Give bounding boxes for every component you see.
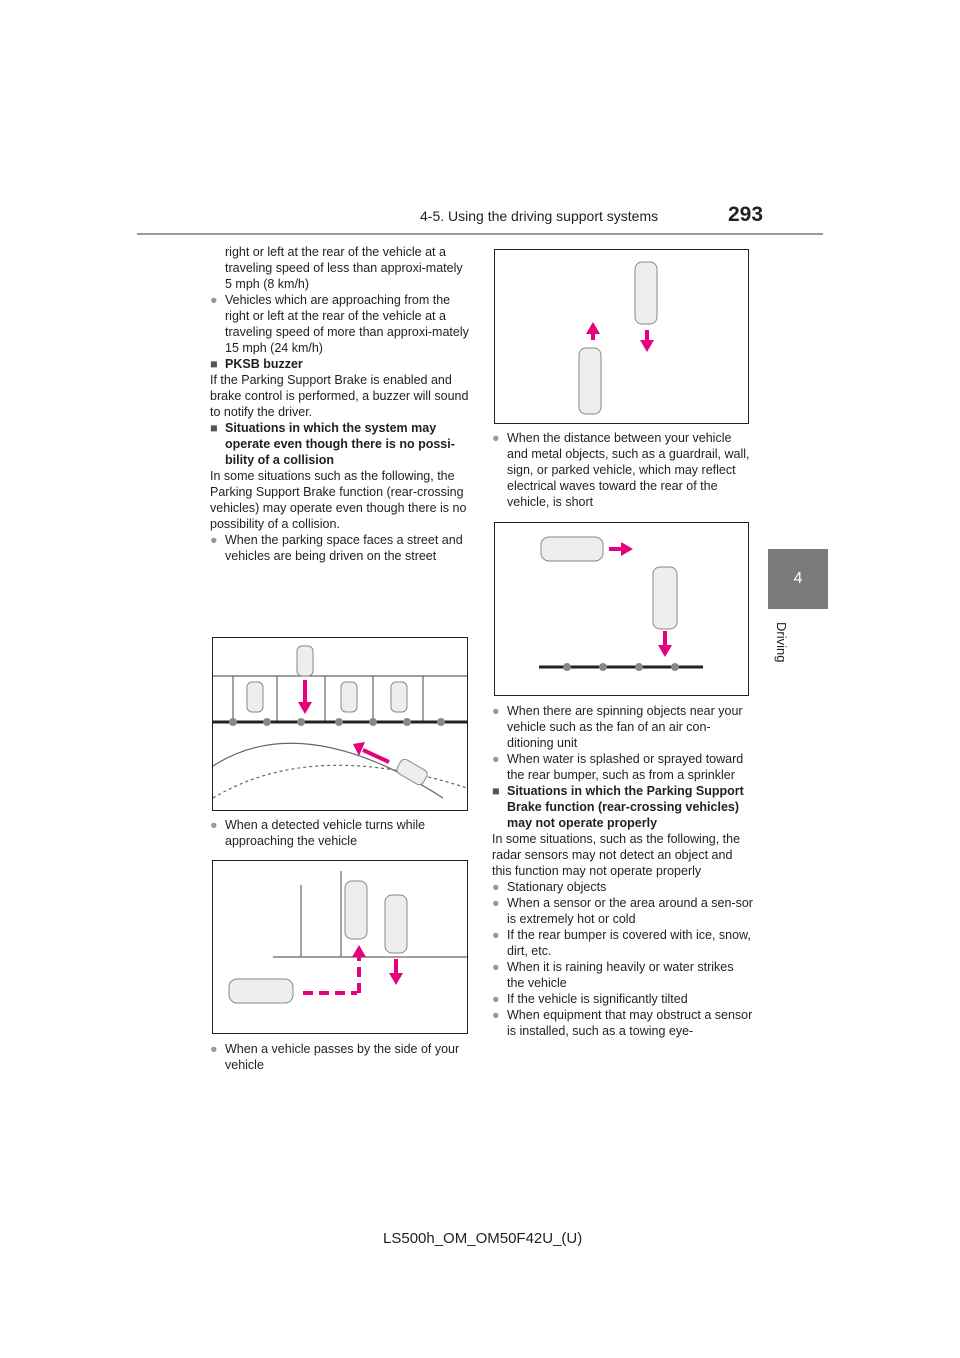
bullet-icon: ● xyxy=(492,960,500,974)
list-item: ● If the rear bumper is covered with ice,… xyxy=(492,928,751,958)
list-item: ● When a sensor or the area around a sen-… xyxy=(492,896,753,926)
paragraph: In some situations, such as the followin… xyxy=(492,832,741,878)
document-code: LS500h_OM_OM50F42U_(U) xyxy=(383,1230,583,1247)
bullet-icon: ● xyxy=(210,293,218,307)
left-column-bottom: ● When a vehicle passes by the side of yo… xyxy=(210,1041,472,1073)
left-column-top: right or left at the rear of the vehicle… xyxy=(210,244,472,564)
bullet-icon: ● xyxy=(492,896,500,910)
right-column-top: ● When the distance between your vehicle … xyxy=(492,430,754,510)
bullet-icon: ● xyxy=(492,928,500,942)
bullet-icon: ● xyxy=(492,992,500,1006)
bullet-icon: ● xyxy=(492,704,500,718)
list-item: ● When the parking space faces a street a… xyxy=(210,533,463,563)
square-bullet-icon: ■ xyxy=(492,784,500,798)
left-column-mid: ● When a detected vehicle turns while app… xyxy=(210,817,472,849)
section-title: 4-5. Using the driving support systems xyxy=(420,208,659,224)
list-item: ● When a vehicle passes by the side of yo… xyxy=(210,1042,460,1072)
paragraph: In some situations such as the following… xyxy=(210,469,467,531)
list-item: ● When it is raining heavily or water str… xyxy=(492,960,734,990)
list-item: ● When a detected vehicle turns while app… xyxy=(210,818,426,848)
figure-metal-objects xyxy=(494,522,749,696)
square-bullet-icon: ■ xyxy=(210,357,218,371)
list-item: ● Stationary objects xyxy=(492,880,607,894)
paragraph: If the Parking Support Brake is enabled … xyxy=(210,373,469,419)
list-item: ● When equipment that may obstruct a sens… xyxy=(492,1008,753,1038)
page-number: 293 xyxy=(728,203,764,226)
header-rule xyxy=(137,233,823,235)
figure-vehicle-turns xyxy=(212,860,468,1034)
section-heading: ■ PKSB buzzer xyxy=(210,357,303,371)
right-column-bottom: ● When there are spinning objects near yo… xyxy=(492,703,754,1039)
bullet-icon: ● xyxy=(210,1042,218,1056)
figure-vehicle-passes xyxy=(494,249,749,424)
section-heading: ■ Situations in which the system may oper… xyxy=(210,421,455,467)
item-continuation: right or left at the rear of the vehicle… xyxy=(225,245,463,291)
bullet-icon: ● xyxy=(492,752,500,766)
bullet-icon: ● xyxy=(492,431,500,445)
bullet-icon: ● xyxy=(210,818,218,832)
list-item: ● When water is splashed or sprayed towar… xyxy=(492,752,744,782)
list-item: ● Vehicles which are approaching from the… xyxy=(210,293,469,355)
bullet-icon: ● xyxy=(492,880,500,894)
list-item: ● If the vehicle is significantly tilted xyxy=(492,992,688,1006)
square-bullet-icon: ■ xyxy=(210,421,218,435)
chapter-label: Driving xyxy=(774,622,789,663)
bullet-icon: ● xyxy=(210,533,218,547)
list-item: ● When the distance between your vehicle … xyxy=(492,431,750,509)
list-item: ● When there are spinning objects near yo… xyxy=(492,704,743,750)
bullet-icon: ● xyxy=(492,1008,500,1022)
chapter-tab[interactable]: 4 xyxy=(768,549,828,609)
figure-parking-street xyxy=(212,637,468,811)
section-heading: ■ Situations in which the Parking Support… xyxy=(492,784,744,830)
